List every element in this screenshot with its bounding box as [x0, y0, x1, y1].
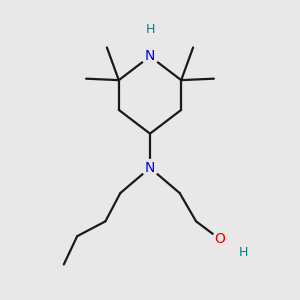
Circle shape	[142, 48, 158, 65]
Text: H: H	[145, 23, 155, 36]
Circle shape	[212, 232, 227, 247]
Text: N: N	[145, 50, 155, 63]
Circle shape	[142, 160, 158, 176]
Text: H: H	[239, 246, 248, 259]
Text: O: O	[214, 232, 225, 246]
Text: N: N	[145, 161, 155, 175]
